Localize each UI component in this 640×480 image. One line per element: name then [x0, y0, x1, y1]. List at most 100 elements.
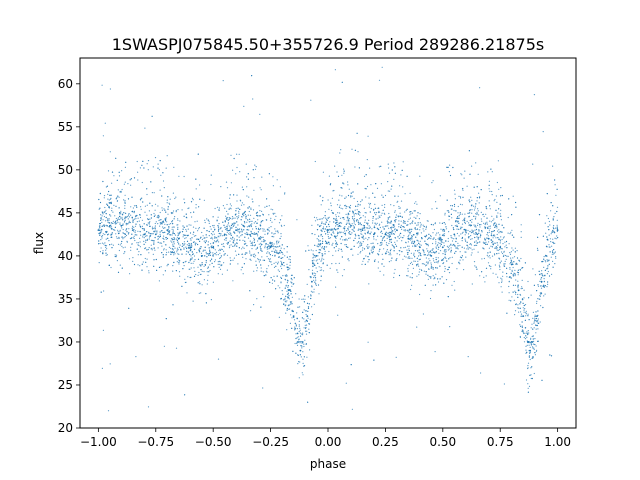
data-point: [243, 212, 245, 214]
data-point: [242, 239, 244, 241]
data-point: [301, 342, 303, 344]
data-point: [432, 238, 434, 240]
data-point: [417, 250, 419, 252]
data-point: [119, 244, 121, 246]
data-point: [440, 237, 442, 239]
data-point: [268, 205, 270, 207]
data-point: [320, 267, 322, 269]
data-point: [498, 223, 500, 225]
data-point: [396, 201, 398, 203]
data-point: [210, 183, 212, 186]
data-point: [393, 276, 395, 279]
data-point: [111, 171, 114, 173]
data-point: [259, 113, 261, 115]
chart-title: 1SWASPJ075845.50+355726.9 Period 289286.…: [112, 35, 544, 54]
data-point: [166, 251, 168, 254]
data-point: [514, 251, 516, 253]
data-point: [421, 263, 423, 265]
data-point: [282, 257, 284, 259]
data-point: [159, 221, 161, 224]
data-point: [504, 254, 507, 257]
data-point: [432, 232, 434, 234]
data-point: [291, 279, 293, 281]
data-point: [270, 217, 272, 219]
data-point: [500, 187, 502, 189]
data-point: [461, 232, 463, 234]
data-point: [277, 263, 279, 265]
data-point: [390, 260, 392, 262]
data-point: [428, 276, 430, 278]
data-point: [344, 232, 346, 234]
data-point: [357, 234, 359, 236]
data-point: [157, 247, 159, 249]
data-point: [367, 244, 369, 246]
data-point: [498, 282, 500, 284]
data-point: [435, 267, 437, 269]
data-point: [182, 225, 184, 227]
data-point: [218, 241, 220, 243]
data-point: [269, 254, 271, 256]
data-point: [508, 299, 510, 301]
data-point: [404, 229, 406, 231]
data-point: [150, 233, 152, 235]
data-point: [453, 238, 455, 240]
data-point: [524, 304, 527, 306]
data-point: [332, 230, 334, 232]
data-point: [394, 211, 396, 213]
data-point: [314, 277, 317, 279]
data-point: [186, 244, 188, 246]
data-point: [315, 267, 317, 269]
data-point: [341, 195, 343, 197]
data-point: [397, 215, 399, 217]
data-point: [102, 213, 104, 215]
data-point: [192, 199, 194, 201]
data-point: [458, 261, 460, 263]
data-point: [344, 239, 346, 241]
data-point: [457, 245, 459, 247]
data-point: [237, 263, 239, 265]
data-point: [549, 238, 552, 240]
data-point: [172, 243, 174, 245]
data-point: [261, 240, 263, 242]
data-point: [250, 208, 252, 210]
data-point: [190, 212, 192, 214]
data-point: [410, 252, 412, 254]
data-point: [279, 186, 281, 188]
data-point: [367, 227, 369, 229]
data-point: [466, 185, 468, 187]
data-point: [491, 215, 493, 217]
data-point: [241, 253, 244, 255]
data-point: [489, 257, 491, 259]
data-point: [510, 277, 512, 279]
data-point: [234, 222, 236, 224]
data-point: [133, 205, 136, 207]
data-point: [545, 232, 547, 234]
data-point: [104, 206, 106, 209]
data-point: [527, 341, 530, 343]
data-point: [531, 335, 533, 338]
data-point: [414, 222, 416, 224]
data-point: [487, 256, 489, 258]
data-point: [538, 270, 540, 272]
data-point: [550, 210, 552, 212]
data-point: [473, 261, 476, 263]
data-point: [555, 238, 557, 240]
data-point: [555, 256, 557, 258]
data-point: [428, 252, 430, 254]
data-point: [316, 245, 318, 247]
data-point: [451, 240, 454, 242]
data-point: [159, 225, 161, 227]
data-point: [474, 218, 477, 220]
data-point: [423, 225, 425, 228]
data-point: [389, 252, 391, 254]
data-point: [111, 233, 113, 235]
data-point: [132, 225, 134, 227]
data-point: [529, 358, 531, 361]
data-point: [156, 230, 158, 232]
data-point: [140, 206, 142, 208]
data-point: [416, 203, 418, 205]
data-point: [250, 232, 252, 234]
data-point: [238, 236, 240, 238]
data-point: [525, 315, 527, 317]
data-point: [139, 231, 141, 233]
